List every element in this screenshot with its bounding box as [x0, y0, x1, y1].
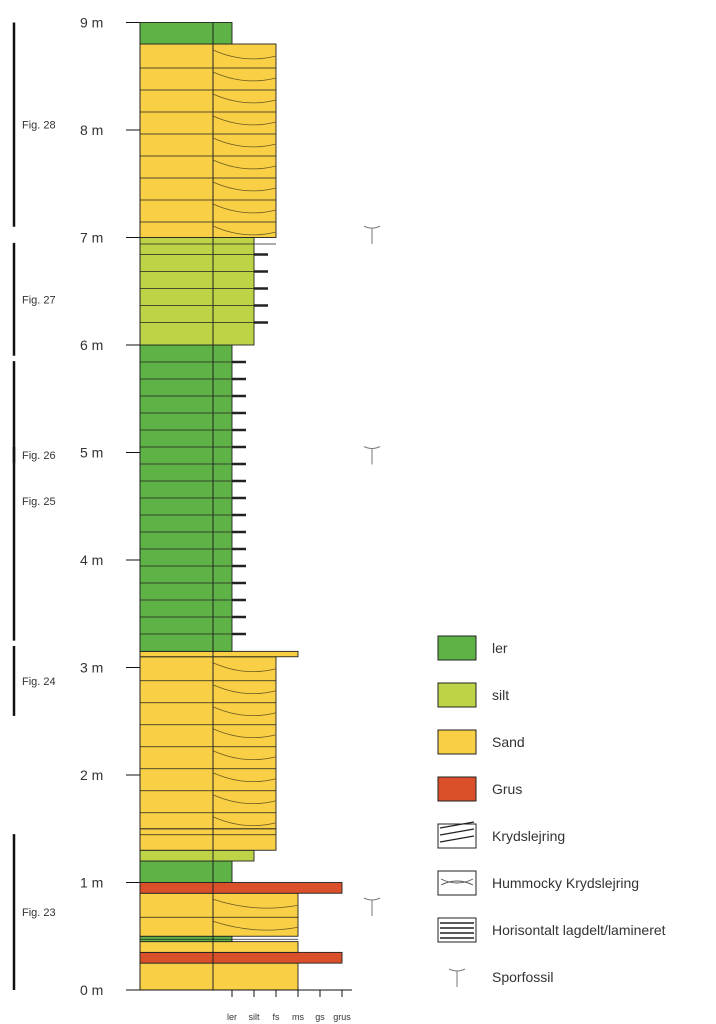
legend-trace-fossil-icon	[448, 968, 466, 987]
depth-axis: 0 m 1 m 2 m 3 m 4 m 5 m 6 m 7 m 8 m 9 m	[80, 15, 140, 998]
trace-fossil-icon	[363, 225, 381, 245]
cross-lamination	[212, 728, 277, 738]
cross-lamination	[212, 684, 277, 694]
layer-silt	[139, 237, 255, 346]
cross-lamination	[212, 920, 299, 931]
grain-label: grus	[333, 1012, 351, 1022]
legend-label: Sand	[492, 734, 525, 750]
layer-sand	[139, 892, 299, 937]
depth-label: 3 m	[80, 660, 103, 676]
depth-label: 0 m	[80, 982, 103, 998]
depth-label: 4 m	[80, 552, 103, 568]
cross-lamination	[212, 794, 277, 804]
cross-lamination	[212, 115, 277, 126]
trace-fossils	[363, 225, 381, 916]
legend-label: Grus	[492, 781, 522, 797]
legend-label: Krydslejring	[492, 828, 565, 844]
legend-item-silt: silt	[437, 682, 509, 708]
layer-sand	[139, 941, 299, 953]
layer-sand	[139, 828, 277, 851]
layer-ler	[139, 22, 233, 45]
legend-item-grus: Grus	[437, 776, 522, 802]
legend-label: ler	[492, 640, 508, 656]
cross-lamination	[212, 137, 277, 148]
cross-lamination	[212, 93, 277, 104]
layer-sand	[139, 650, 299, 658]
grain-label: fs	[272, 1012, 280, 1022]
cross-lamination	[212, 225, 277, 236]
depth-label: 1 m	[80, 875, 103, 891]
cross-lamination	[212, 816, 277, 826]
legend-label: Horisontalt lagdelt/lamineret	[492, 922, 666, 938]
cross-lamination	[212, 203, 277, 214]
layer-sand	[139, 43, 277, 238]
grain-size-axis: ler silt fs ms gs grus	[140, 989, 352, 1022]
legend-swatch	[437, 729, 477, 755]
cross-lamination	[212, 662, 277, 672]
layer-sand	[139, 656, 277, 830]
depth-label: 9 m	[80, 15, 103, 31]
cross-lamination	[212, 772, 277, 782]
cross-lamination	[212, 706, 277, 716]
depth-label: 7 m	[80, 230, 103, 246]
grain-label: ms	[292, 1012, 304, 1022]
grain-label: gs	[315, 1012, 325, 1022]
legend-swatch	[437, 823, 477, 849]
depth-label: 8 m	[80, 122, 103, 138]
depth-label: 2 m	[80, 767, 103, 783]
trace-fossil-icon	[363, 446, 381, 465]
layer-silt	[139, 849, 255, 862]
depth-label: 6 m	[80, 337, 103, 353]
figure-reference-label: Fig. 28	[22, 120, 56, 132]
legend-item-horisontalt: Horisontalt lagdelt/lamineret	[437, 917, 666, 943]
figure-reference-label: Fig. 27	[22, 294, 56, 306]
legend-item-sporfossil: Sporfossil	[448, 968, 553, 987]
layer-ler	[139, 860, 233, 883]
cross-lamination	[212, 159, 277, 170]
figure-reference-label: Fig. 23	[22, 907, 56, 919]
legend-label: silt	[492, 687, 509, 703]
log-column	[139, 22, 343, 991]
cross-lamination	[212, 71, 277, 82]
layer-sand	[139, 962, 299, 991]
cross-lamination	[212, 898, 299, 909]
trace-fossil-icon	[363, 897, 381, 916]
legend-label: Sporfossil	[492, 969, 553, 985]
cross-lamination	[212, 181, 277, 192]
grain-label: ler	[227, 1012, 237, 1022]
legend-item-ler: ler	[437, 635, 508, 661]
grain-label: silt	[249, 1012, 260, 1022]
figure-reference-label: Fig. 25	[22, 496, 56, 508]
legend-item-hummocky: Hummocky Krydslejring	[437, 870, 639, 896]
depth-label: 5 m	[80, 445, 103, 461]
legend-item-krydslejring: Krydslejring	[437, 821, 565, 849]
layer-grus	[139, 951, 343, 964]
legend-swatch	[437, 776, 477, 802]
figure-reference-label: Fig. 26	[22, 450, 56, 462]
cross-lamination	[212, 49, 277, 60]
legend-swatch	[437, 635, 477, 661]
legend-item-sand: Sand	[437, 729, 525, 755]
cross-lamination	[212, 750, 277, 760]
figure-reference-label: Fig. 24	[22, 676, 56, 688]
legend: ler silt Sand Grus Krydslejring Hummocky Kryd…	[437, 635, 666, 987]
legend-swatch	[437, 682, 477, 708]
legend-label: Hummocky Krydslejring	[492, 875, 639, 891]
layer-grus	[139, 882, 343, 894]
figure-references: Fig. 28 Fig. 27 Fig. 26 Fig. 25 Fig. 24 Fig. …	[12, 22, 56, 990]
